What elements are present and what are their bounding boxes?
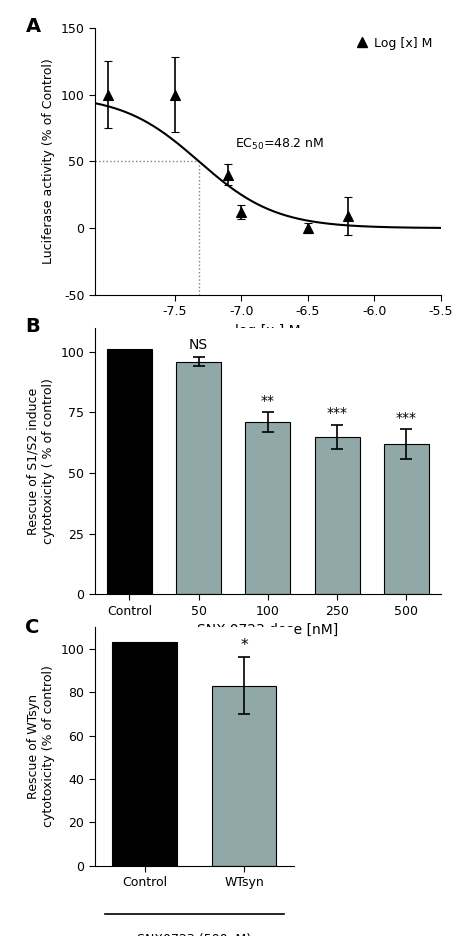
Text: SNX0723 (500nM): SNX0723 (500nM) (137, 932, 251, 936)
Text: C: C (25, 618, 39, 636)
Y-axis label: Rescue of S1/S2 induce
cytotoxicity ( % of control): Rescue of S1/S2 induce cytotoxicity ( % … (27, 378, 55, 544)
Bar (176, 361, 221, 594)
Text: ***: *** (396, 411, 417, 425)
Text: A: A (26, 18, 41, 37)
Text: NS: NS (189, 338, 208, 352)
Bar (107, 349, 152, 594)
Text: *: * (240, 638, 248, 653)
Bar (315, 437, 359, 594)
Text: ***: *** (327, 405, 347, 419)
Bar (246, 422, 290, 594)
X-axis label: SNX-0723 dose [nM]: SNX-0723 dose [nM] (197, 623, 338, 637)
Text: B: B (26, 317, 40, 336)
Y-axis label: Rescue of WTsyn
cytotoxicity (% of control): Rescue of WTsyn cytotoxicity (% of contr… (27, 665, 55, 827)
Text: EC$_{50}$=48.2 nM: EC$_{50}$=48.2 nM (235, 137, 324, 153)
X-axis label: log [x ] M: log [x ] M (235, 324, 301, 338)
Text: **: ** (261, 394, 275, 408)
Bar (112, 642, 177, 866)
Bar (384, 444, 428, 594)
Legend: Log [x] M: Log [x] M (354, 35, 435, 52)
Bar (212, 686, 276, 866)
Y-axis label: Luciferase activity (% of Control): Luciferase activity (% of Control) (42, 59, 55, 264)
